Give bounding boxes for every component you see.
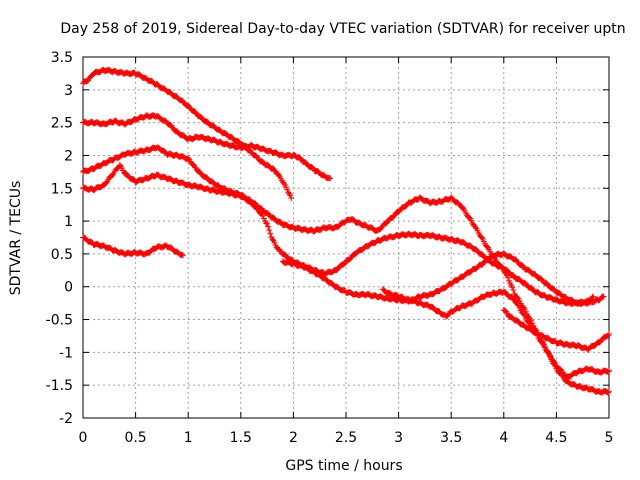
data-series bbox=[80, 66, 612, 396]
series-markers bbox=[80, 162, 597, 307]
y-axis-ticks: -2 -1.5 -1 -0.5 0 0.5 1 1.5 2 2.5 3 3.5 bbox=[46, 50, 609, 427]
grid bbox=[83, 57, 609, 418]
x-tick-label: 1.5 bbox=[230, 430, 252, 446]
x-tick-label: 3 bbox=[394, 430, 403, 446]
series-markers bbox=[500, 307, 612, 353]
y-tick-label: 2.5 bbox=[51, 116, 73, 132]
series-s8 bbox=[500, 307, 612, 353]
series-markers bbox=[279, 250, 607, 307]
y-axis-label: SDTVAR / TECUs bbox=[8, 181, 24, 296]
x-tick-label: 1 bbox=[184, 430, 193, 446]
x-tick-label: 0 bbox=[79, 430, 88, 446]
x-tick-label: 2 bbox=[289, 430, 298, 446]
x-axis-ticks: 0 0.5 1 1.5 2 2.5 3 3.5 4 4.5 5 bbox=[79, 57, 614, 446]
x-tick-label: 3.5 bbox=[440, 430, 462, 446]
x-tick-label: 2.5 bbox=[335, 430, 357, 446]
y-tick-label: 3.5 bbox=[51, 50, 73, 66]
y-tick-label: 0.5 bbox=[51, 247, 73, 263]
series-s5 bbox=[80, 234, 186, 259]
y-tick-label: 1 bbox=[64, 214, 73, 230]
x-tick-label: 4.5 bbox=[545, 430, 567, 446]
series-s6 bbox=[279, 250, 607, 307]
y-tick-label: -1.5 bbox=[46, 378, 73, 394]
y-tick-label: -1 bbox=[59, 345, 73, 361]
y-tick-label: 0 bbox=[64, 280, 73, 296]
series-markers bbox=[80, 66, 295, 202]
series-s4 bbox=[80, 162, 597, 307]
x-axis-label: GPS time / hours bbox=[285, 458, 402, 474]
chart-title: Day 258 of 2019, Sidereal Day-to-day VTE… bbox=[60, 21, 625, 37]
y-tick-label: -0.5 bbox=[46, 313, 73, 329]
x-tick-label: 4 bbox=[499, 430, 508, 446]
y-tick-label: 3 bbox=[64, 83, 73, 99]
x-tick-label: 0.5 bbox=[124, 430, 146, 446]
x-tick-label: 5 bbox=[605, 430, 614, 446]
series-s2 bbox=[80, 112, 334, 182]
series-markers bbox=[80, 112, 334, 182]
series-s1 bbox=[80, 66, 295, 202]
series-markers bbox=[80, 234, 186, 259]
y-tick-label: -2 bbox=[59, 411, 73, 427]
y-tick-label: 1.5 bbox=[51, 181, 73, 197]
y-tick-label: 2 bbox=[64, 148, 73, 164]
